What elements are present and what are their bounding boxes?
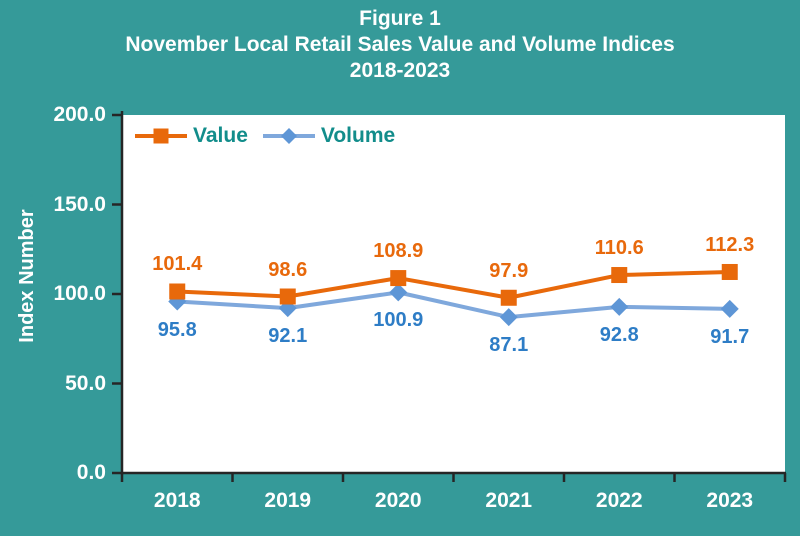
value-data-label: 110.6 bbox=[594, 237, 644, 260]
volume-data-label: 91.7 bbox=[710, 325, 750, 348]
x-tick-label: 2021 bbox=[485, 489, 533, 512]
figure-title-line1: Figure 1 bbox=[359, 7, 441, 30]
y-tick-label: 200.0 bbox=[53, 103, 106, 126]
figure-title-line2: November Local Retail Sales Value and Vo… bbox=[125, 33, 675, 56]
x-tick-label: 2020 bbox=[374, 489, 422, 512]
volume-data-label: 92.1 bbox=[268, 325, 308, 348]
volume-data-label: 92.8 bbox=[599, 323, 639, 346]
volume-data-label: 87.1 bbox=[489, 334, 529, 357]
x-tick-label: 2022 bbox=[595, 489, 643, 512]
legend-item-value: Value bbox=[134, 124, 248, 148]
figure-title: Figure 1 November Local Retail Sales Val… bbox=[0, 6, 800, 84]
value-series-key-icon bbox=[135, 128, 187, 144]
volume-data-label: 100.9 bbox=[373, 309, 424, 332]
plot-area bbox=[122, 115, 785, 473]
value-data-label: 112.3 bbox=[705, 233, 755, 256]
legend-item-volume: Volume bbox=[262, 124, 395, 148]
legend: Value Volume bbox=[134, 123, 409, 149]
legend-label-volume: Volume bbox=[320, 124, 396, 147]
value-data-label: 97.9 bbox=[489, 259, 529, 282]
value-data-label: 108.9 bbox=[373, 240, 424, 263]
volume-series-key-icon bbox=[262, 128, 315, 144]
x-tick-label: 2019 bbox=[264, 489, 312, 512]
figure-title-line3: 2018-2023 bbox=[349, 59, 451, 82]
volume-data-label: 95.8 bbox=[157, 318, 197, 341]
value-data-label: 98.6 bbox=[268, 258, 308, 281]
x-tick-label: 2018 bbox=[153, 489, 201, 512]
legend-label-value: Value bbox=[193, 124, 248, 147]
y-tick-label: 100.0 bbox=[53, 282, 106, 305]
y-tick-label: 50.0 bbox=[65, 371, 106, 395]
y-tick-label: 0.0 bbox=[76, 461, 106, 484]
value-data-label: 101.4 bbox=[152, 253, 203, 276]
x-tick-label: 2023 bbox=[706, 489, 754, 512]
y-tick-label: 150.0 bbox=[53, 192, 106, 216]
